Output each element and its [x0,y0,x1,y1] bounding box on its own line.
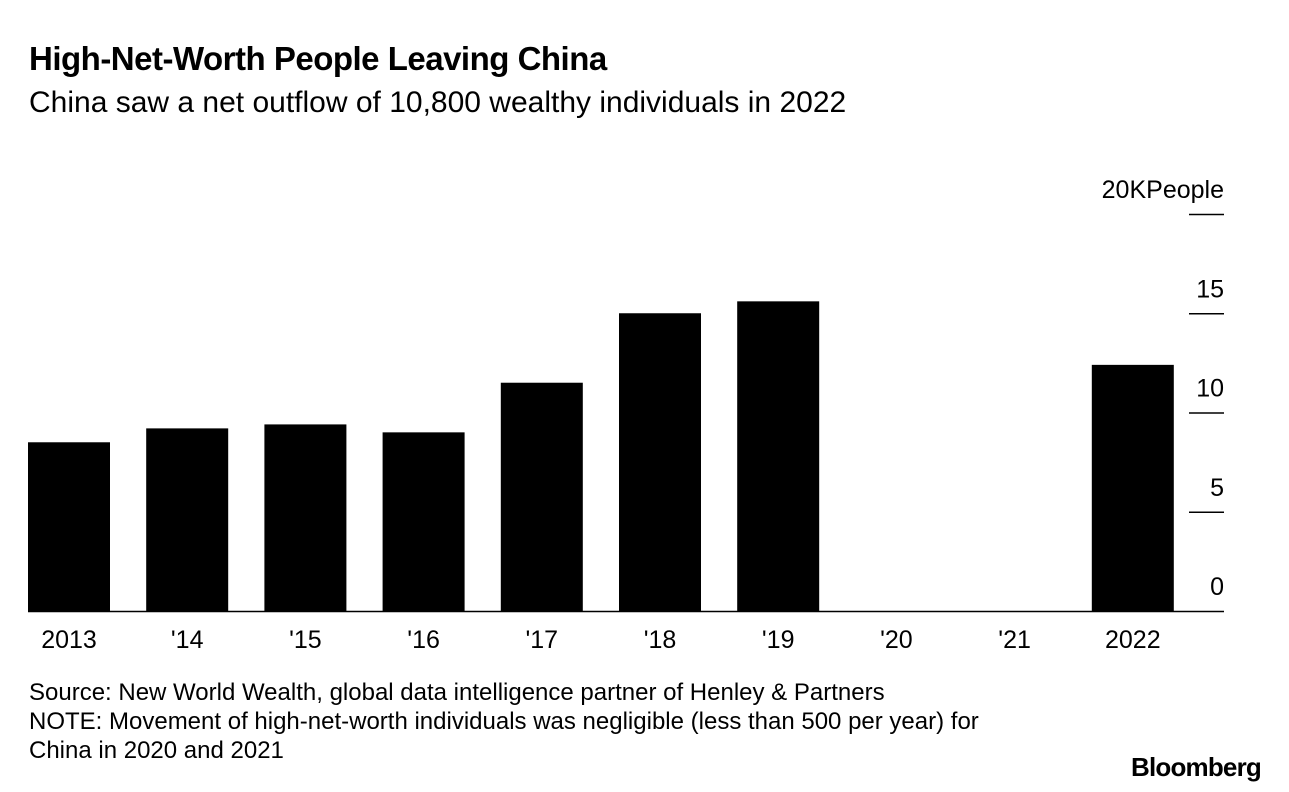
x-tick-label: '17 [526,626,559,654]
y-axis: 0 5 10 15 20KPeople [1102,176,1224,601]
bar-18 [619,313,701,611]
bar-2022 [1091,364,1174,611]
x-tick-label: '21 [998,626,1031,654]
y-axis-unit: People [1146,176,1224,204]
x-tick-label: '18 [644,626,677,654]
y-tick-label: 15 [1196,275,1224,303]
source-note: Source: New World Wealth, global data in… [29,679,885,706]
bloomberg-logo: Bloomberg [1130,752,1262,782]
bar-chart: 0 5 10 15 20KPeople 2013 '14 '15 '16 '17 '18 '19 '2… [28,176,1224,654]
bar-16 [382,432,465,611]
x-tick-label: '15 [289,626,322,654]
y-tick-label: 20KPeople [1102,176,1224,204]
x-tick-label: '19 [762,626,795,654]
bar-19 [737,301,820,611]
x-tick-label: 2022 [1105,626,1161,654]
x-tick-label: '16 [407,626,440,654]
y-tick-label: 0 [1210,573,1224,601]
bars-group [28,301,1174,611]
chart-subtitle: China saw a net outflow of 10,800 wealth… [29,86,847,119]
bar-14 [146,428,229,611]
y-tick-value: 20K [1102,176,1147,204]
chart-title: High-Net-Worth People Leaving China [29,40,607,77]
x-axis: 2013 '14 '15 '16 '17 '18 '19 '20 '21 2022 [28,610,1224,654]
x-tick-label: 2013 [41,626,97,654]
bar-15 [264,424,347,611]
bar-17 [500,382,583,611]
y-tick-label: 5 [1210,474,1224,502]
y-tick-label: 10 [1196,375,1224,403]
footnote: NOTE: Movement of high-net-worth individ… [29,708,979,764]
chart-footer: Source: New World Wealth, global data in… [29,678,1029,765]
x-tick-label: '20 [880,626,913,654]
bar-2013 [28,442,110,611]
x-tick-label: '14 [171,626,204,654]
